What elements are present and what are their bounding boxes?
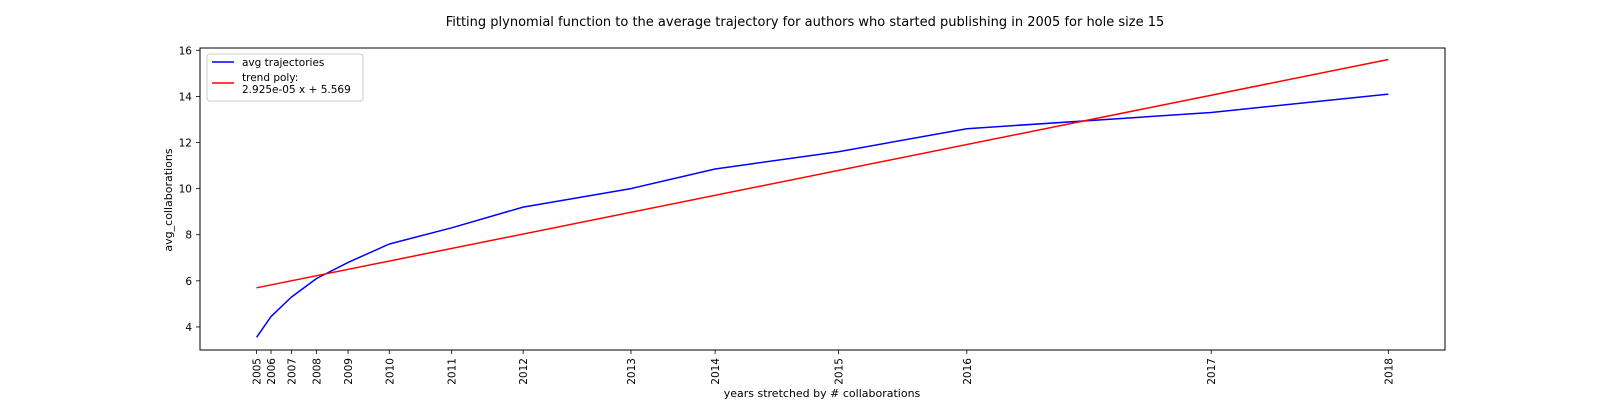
x-tick-label: 2018 bbox=[1383, 358, 1395, 385]
series-lines bbox=[255, 58, 1389, 338]
x-tick-label: 2006 bbox=[266, 358, 278, 385]
x-tick-label: 2007 bbox=[286, 358, 298, 385]
x-tick-label: 2008 bbox=[312, 358, 324, 385]
y-tick-label: 12 bbox=[179, 138, 192, 150]
x-tick-label: 2014 bbox=[710, 358, 722, 385]
x-axis-label: years stretched by # collaborations bbox=[724, 387, 921, 400]
x-tick-label: 2016 bbox=[962, 358, 974, 385]
x-tick-label: 2011 bbox=[447, 358, 459, 385]
y-tick-label: 14 bbox=[179, 91, 193, 103]
x-axis-ticks: 2005 2006 2007 2008 2009 2010 2011 2012 2013 2014… bbox=[252, 350, 1395, 385]
x-tick-label: 2012 bbox=[518, 358, 530, 385]
series-line-avg-trajectories bbox=[255, 93, 1389, 338]
y-tick-label: 4 bbox=[185, 322, 192, 334]
chart-title: Fitting plynomial function to the averag… bbox=[446, 15, 1165, 30]
legend-label-avg-trajectories: avg trajectories bbox=[242, 57, 324, 69]
y-tick-label: 6 bbox=[185, 276, 192, 288]
x-tick-label: 2017 bbox=[1206, 358, 1218, 385]
legend: avg trajectories trend poly: 2.925e-05 x… bbox=[206, 53, 364, 102]
series-line-trend-poly bbox=[256, 58, 1389, 289]
legend-label-trend-poly-line1: trend poly: bbox=[242, 72, 298, 84]
x-tick-label: 2015 bbox=[833, 358, 845, 385]
x-tick-label: 2010 bbox=[384, 358, 396, 385]
x-tick-label: 2009 bbox=[343, 358, 355, 385]
legend-box bbox=[206, 53, 364, 102]
y-tick-label: 8 bbox=[185, 230, 192, 242]
y-tick-label: 16 bbox=[179, 45, 193, 57]
y-axis-label: avg_collaborations bbox=[162, 148, 175, 251]
plot-area-frame bbox=[199, 47, 1446, 351]
y-axis-ticks: 4 6 8 10 12 14 16 bbox=[179, 45, 200, 334]
legend-label-trend-poly-line2: 2.925e-05 x + 5.569 bbox=[242, 84, 351, 96]
x-tick-label: 2005 bbox=[252, 358, 264, 385]
y-tick-label: 10 bbox=[179, 184, 192, 196]
x-tick-label: 2013 bbox=[626, 358, 638, 385]
